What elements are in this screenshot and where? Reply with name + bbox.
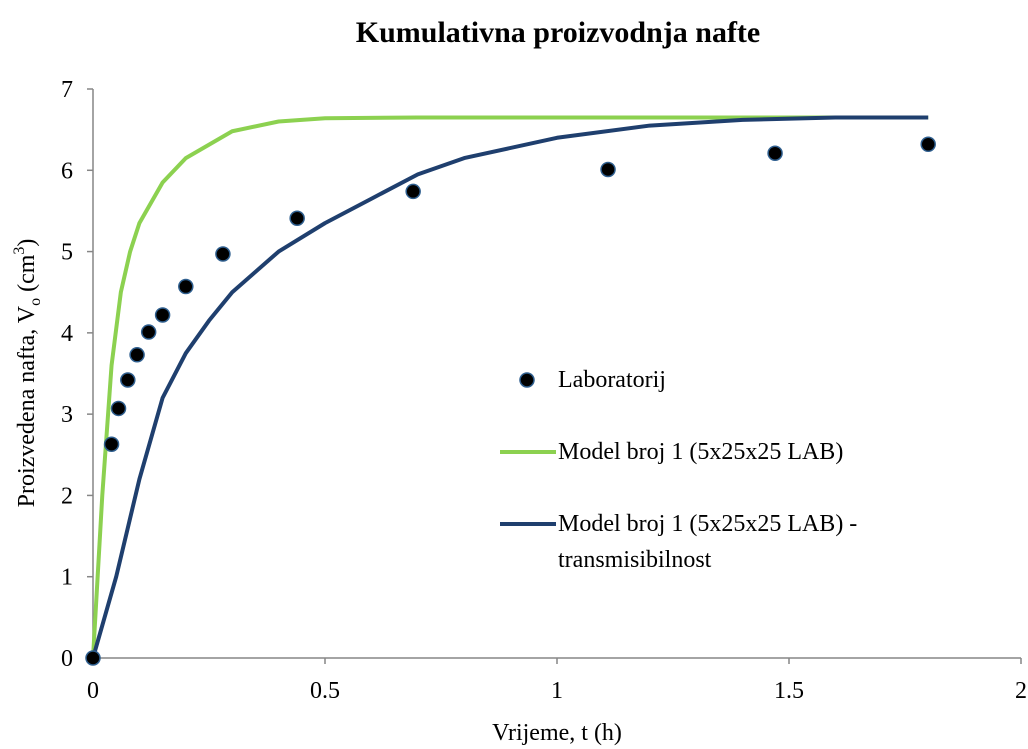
- y-tick-label: 5: [61, 240, 73, 266]
- legend-label: Laboratorij: [558, 367, 666, 393]
- point: [110, 400, 127, 417]
- point: [129, 347, 145, 363]
- x-tick-label: 1.5: [774, 678, 804, 704]
- x-tick-label: 0.5: [310, 678, 340, 704]
- x-tick-label: 2: [1015, 678, 1027, 704]
- y-label-sub: o: [27, 298, 44, 306]
- line: [91, 115, 929, 659]
- y-label-part: Proizvedena nafta, V: [14, 305, 40, 507]
- y-tick-label: 4: [61, 321, 73, 347]
- y-label-part: (cm: [14, 254, 40, 298]
- y-label-sup: 3: [11, 247, 28, 255]
- y-tick-label: 1: [61, 565, 73, 591]
- y-tick-label: 0: [61, 646, 73, 672]
- legend-marker: [519, 372, 535, 388]
- point: [140, 324, 157, 340]
- y-tick-label: 6: [61, 158, 73, 184]
- point: [178, 278, 194, 295]
- point: [405, 183, 421, 200]
- chart-title: Kumulativna proizvodnja nafte: [356, 16, 761, 49]
- y-label-part: ): [14, 239, 40, 247]
- point: [103, 436, 120, 452]
- point: [120, 372, 136, 388]
- x-tick-label: 1: [551, 678, 563, 704]
- point: [767, 145, 783, 161]
- y-tick-label: 3: [61, 402, 73, 428]
- point: [154, 307, 171, 323]
- x-tick-label: 0: [87, 678, 99, 704]
- x-axis-label: Vrijeme, t (h): [492, 720, 622, 746]
- point: [215, 246, 231, 262]
- y-tick-label: 7: [61, 77, 73, 103]
- y-axis-label: Proizvedena nafta, Vo (cm3): [11, 239, 44, 508]
- legend-label: Model broj 1 (5x25x25 LAB): [558, 439, 844, 465]
- y-tick-label: 2: [61, 483, 73, 509]
- point: [920, 136, 936, 153]
- point: [289, 210, 305, 226]
- legend-label: Model broj 1 (5x25x25 LAB) - transmisibi…: [558, 511, 858, 573]
- point: [600, 161, 616, 178]
- point: [85, 650, 101, 666]
- line: [91, 115, 929, 659]
